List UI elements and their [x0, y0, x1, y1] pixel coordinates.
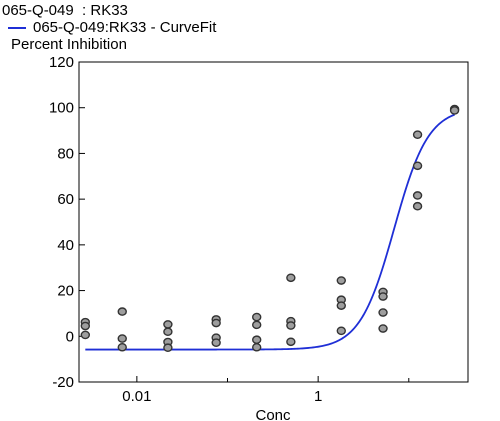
- data-point: [286, 273, 296, 283]
- data-point: [80, 330, 91, 340]
- y-tick-label: 60: [57, 191, 74, 208]
- y-tick-label: 0: [66, 328, 74, 345]
- data-point: [163, 327, 173, 337]
- data-point: [412, 191, 423, 200]
- plot-frame: [78, 61, 469, 383]
- data-point: [286, 337, 296, 347]
- data-point: [412, 201, 423, 211]
- data-point: [163, 320, 173, 329]
- curve-fit-line: [85, 113, 455, 351]
- data-point: [378, 308, 388, 317]
- y-tick-label: -20: [52, 374, 74, 391]
- data-point: [117, 334, 127, 343]
- data-point: [163, 343, 173, 353]
- data-point: [117, 307, 127, 316]
- data-point: [378, 324, 388, 333]
- data-point: [252, 320, 262, 330]
- data-point: [80, 321, 91, 331]
- y-tick-label: 120: [49, 54, 74, 71]
- y-tick-label: 100: [49, 100, 74, 117]
- data-point: [378, 292, 388, 301]
- data-point: [412, 130, 423, 139]
- y-axis: 120 100 80 60 40 20 0 -20: [49, 54, 85, 391]
- data-point: [117, 342, 127, 352]
- data-point: [211, 338, 221, 347]
- x-axis-title: Conc: [255, 407, 291, 421]
- y-tick-label: 20: [57, 283, 74, 300]
- x-axis: 0.01 1: [122, 376, 410, 405]
- y-tick-label: 80: [57, 145, 74, 162]
- y-axis-title: Percent Inhibition: [11, 36, 127, 53]
- y-tick-label: 40: [57, 237, 74, 254]
- data-point: [412, 161, 423, 171]
- legend-line-swatch: [8, 27, 26, 30]
- x-tick-label: 0.01: [122, 388, 151, 405]
- data-point: [286, 321, 296, 330]
- data-point: [336, 301, 346, 310]
- data-point: [211, 318, 221, 328]
- legend-curvefit-label: 065-Q-049:RK33 - CurveFit: [33, 19, 217, 36]
- x-tick-label: 1: [314, 388, 322, 405]
- legend: 065-Q-049:RK33 - CurveFit: [8, 19, 216, 36]
- data-point: [449, 106, 460, 115]
- data-point: [336, 326, 346, 336]
- data-points: [80, 104, 460, 353]
- chart-title: 065-Q-049 : RK33: [2, 2, 128, 19]
- data-point: [252, 335, 262, 345]
- data-point: [252, 342, 262, 352]
- data-point: [252, 312, 262, 322]
- data-point: [336, 276, 346, 285]
